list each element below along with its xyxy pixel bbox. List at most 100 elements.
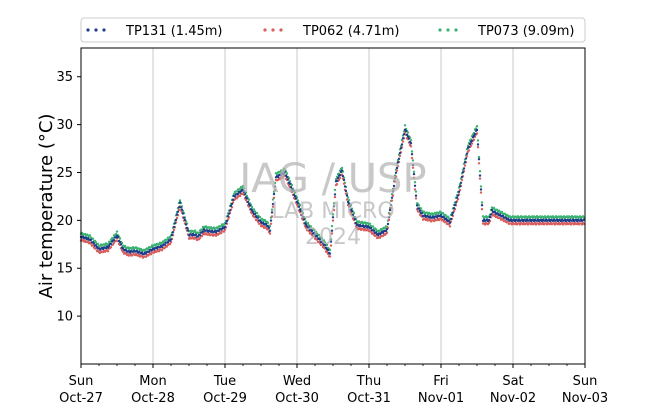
data-point [144, 255, 148, 258]
x-tick-label-date: Oct-27 [59, 391, 103, 406]
x-tick-label-date: Oct-29 [203, 391, 247, 406]
data-point [452, 207, 456, 210]
legend-marker [263, 28, 267, 32]
data-point [272, 192, 276, 196]
data-point [500, 210, 504, 214]
data-point [243, 193, 247, 196]
data-point [290, 183, 294, 187]
data-point [242, 187, 246, 190]
watermark: IAG / USP LAB MICRO 2024 [239, 156, 426, 250]
data-point [488, 215, 492, 219]
data-point [200, 235, 204, 238]
data-point [487, 218, 491, 222]
data-point [399, 147, 403, 150]
data-point [480, 201, 484, 204]
data-point [166, 241, 170, 244]
data-point [321, 241, 325, 245]
data-point [299, 209, 303, 213]
data-point [457, 190, 461, 193]
data-point [318, 238, 322, 241]
data-point [331, 213, 335, 216]
data-point [186, 229, 190, 232]
data-point [309, 225, 313, 228]
data-point [268, 229, 272, 232]
data-point [467, 149, 471, 152]
data-point [226, 215, 230, 218]
data-point [407, 137, 411, 140]
data-point [330, 232, 334, 235]
data-point [96, 242, 100, 246]
data-point [458, 185, 462, 188]
data-point [340, 169, 344, 172]
data-point [278, 171, 282, 174]
x-tick-label-day: Tue [213, 374, 236, 389]
data-point [124, 248, 128, 251]
data-point [467, 145, 471, 149]
data-point [201, 230, 205, 233]
data-point [417, 204, 421, 207]
data-point [338, 176, 342, 180]
data-point [472, 138, 476, 141]
data-point [392, 187, 396, 190]
data-point [283, 170, 287, 173]
data-point [345, 198, 349, 201]
data-point [175, 216, 179, 220]
x-tick-label-day: Fri [433, 374, 449, 389]
data-point [468, 142, 472, 146]
legend-label: TP073 (9.09m) [477, 24, 574, 39]
data-point [341, 175, 345, 178]
data-point [476, 143, 480, 146]
data-point [385, 228, 389, 231]
data-point [495, 208, 499, 211]
data-point [391, 194, 395, 197]
y-tick-label: 30 [56, 118, 73, 133]
data-point [391, 190, 395, 193]
legend-marker [438, 28, 442, 32]
data-point [119, 243, 123, 246]
data-point [498, 216, 502, 219]
data-point [400, 143, 404, 146]
data-point [389, 207, 393, 210]
legend-marker [102, 28, 106, 32]
data-point [238, 194, 242, 198]
watermark-line2: LAB MICRO [271, 199, 394, 224]
data-point [401, 140, 405, 143]
data-point [476, 146, 480, 149]
data-point [180, 208, 184, 211]
data-point [372, 229, 376, 232]
data-point [487, 221, 491, 225]
data-point [353, 218, 357, 221]
data-point [314, 230, 318, 233]
data-point [91, 244, 95, 247]
data-point [273, 181, 277, 185]
legend-marker [446, 28, 450, 32]
data-point [255, 211, 259, 215]
data-point [329, 238, 333, 241]
data-point [342, 178, 346, 182]
data-point [270, 211, 274, 214]
data-point [338, 174, 342, 177]
data-point [490, 208, 494, 212]
data-point [165, 238, 169, 241]
data-point [351, 213, 355, 217]
data-point [301, 212, 305, 215]
data-point [285, 175, 289, 179]
data-point [417, 207, 421, 210]
data-point [371, 225, 375, 228]
data-point [194, 233, 198, 236]
data-point [251, 210, 255, 214]
data-point [268, 232, 272, 235]
data-point [475, 132, 479, 135]
data-point [475, 128, 479, 132]
data-point [162, 240, 166, 244]
data-point [230, 202, 234, 206]
data-point [173, 222, 177, 225]
data-point [397, 157, 401, 160]
data-point [178, 199, 182, 202]
y-tick-label: 10 [56, 310, 73, 325]
data-point [448, 221, 452, 224]
data-point [492, 206, 496, 210]
data-point [302, 218, 306, 221]
data-point [411, 163, 415, 167]
data-point [252, 208, 256, 211]
